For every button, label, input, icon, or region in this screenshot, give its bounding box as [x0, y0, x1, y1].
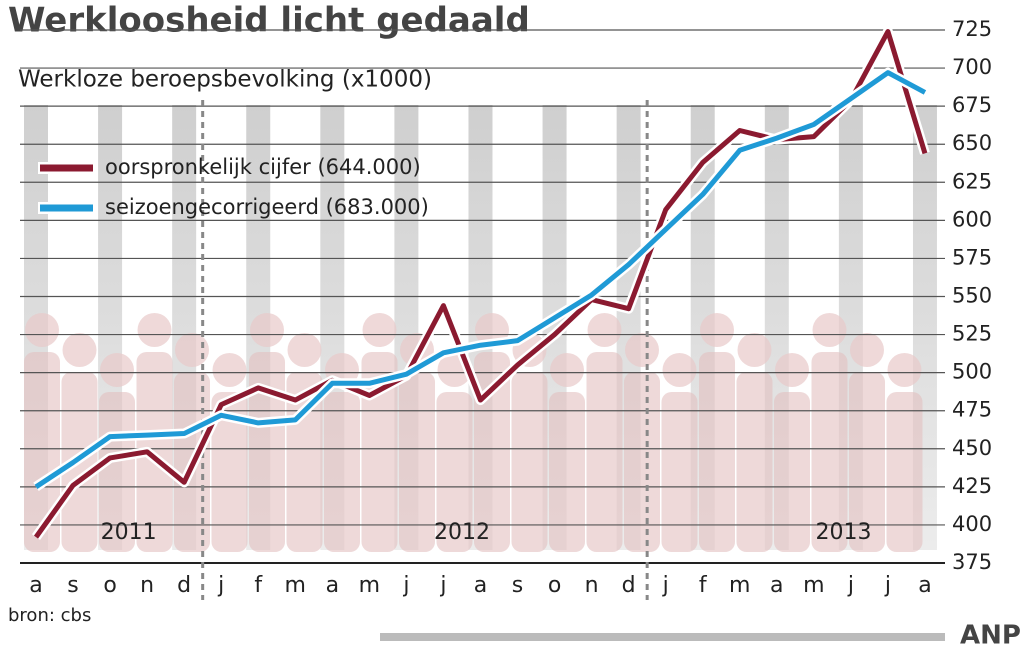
figure-head [362, 313, 397, 347]
y-tick-label: 375 [952, 550, 992, 574]
figure-head [62, 333, 97, 367]
figure-head [662, 353, 697, 387]
x-tick-label: m [803, 573, 824, 598]
figure-body [586, 352, 623, 552]
footer-bar [380, 633, 945, 641]
y-tick-label: 525 [952, 322, 992, 346]
figure-head [100, 353, 134, 387]
y-tick-label: 675 [952, 93, 992, 117]
chart-title: Werkloosheid licht gedaald [8, 1, 530, 41]
figure-head [212, 353, 247, 387]
y-tick-label: 625 [952, 169, 992, 193]
figure-head [887, 353, 922, 387]
year-label: 2012 [434, 520, 490, 545]
figure-head [812, 313, 847, 347]
x-tick-label: n [140, 573, 154, 598]
x-tick-label: d [177, 573, 191, 598]
figure-body [361, 352, 398, 552]
x-tick-label: j [847, 573, 854, 598]
figure-head [625, 333, 659, 367]
subtitle: Werkloze beroepsbevolking (x1000) [18, 67, 432, 93]
figure-body [24, 352, 60, 552]
figure-body [511, 372, 548, 552]
x-tick-label: j [439, 573, 446, 598]
figure-head [737, 333, 772, 367]
y-tick-label: 425 [952, 474, 992, 498]
y-tick-label: 725 [952, 17, 992, 41]
x-tick-label: j [662, 573, 669, 598]
x-tick-label: o [103, 573, 116, 598]
y-tick-label: 475 [952, 398, 992, 422]
figure-body [661, 392, 698, 552]
figure-body [736, 372, 773, 552]
x-tick-label: j [884, 573, 891, 598]
figure-head [25, 313, 59, 347]
x-tick-label: a [474, 573, 487, 598]
figure-body [436, 392, 473, 552]
figure-body [811, 352, 848, 552]
x-tick-label: j [217, 573, 224, 598]
source: bron: cbs [8, 605, 91, 626]
x-tick-label: f [699, 573, 708, 598]
series-line [34, 70, 927, 489]
figure-head [287, 333, 322, 367]
x-tick-label: o [548, 573, 561, 598]
y-tick-label: 500 [952, 360, 992, 384]
figure-body [249, 352, 285, 552]
figure-head [587, 313, 622, 347]
y-tick-label: 400 [952, 512, 992, 536]
x-tick-label: m [729, 573, 750, 598]
y-tick-label: 575 [952, 245, 992, 269]
y-tick-label: 550 [952, 284, 992, 308]
legend-label: seizoengecorrigeerd (683.000) [105, 195, 429, 219]
x-tick-label: a [326, 573, 339, 598]
figure-body [886, 392, 923, 552]
figure-body [699, 352, 735, 552]
figure-head [250, 313, 284, 347]
x-tick-label: d [622, 573, 636, 598]
figure-body [549, 392, 585, 552]
x-tick-label: f [254, 573, 263, 598]
credit: ANP [960, 621, 1021, 648]
figure-body [211, 392, 248, 552]
x-tick-label: m [359, 573, 380, 598]
figure-head [137, 313, 172, 347]
figure-body [774, 392, 810, 552]
x-tick-label: m [285, 573, 306, 598]
figure-body [849, 372, 885, 552]
figure-head [550, 353, 584, 387]
figure-head [175, 333, 209, 367]
figure-head [775, 353, 809, 387]
y-tick-label: 650 [952, 131, 992, 155]
figure-head [700, 313, 734, 347]
figure-body [624, 372, 660, 552]
x-tick-label: a [918, 573, 931, 598]
figure-body [324, 392, 360, 552]
figure-body [399, 372, 435, 552]
x-tick-label: a [770, 573, 783, 598]
year-label: 2011 [101, 520, 157, 545]
x-tick-label: a [29, 573, 42, 598]
y-tick-label: 700 [952, 55, 992, 79]
figure-head [850, 333, 884, 367]
x-tick-label: s [67, 573, 78, 598]
y-tick-label: 450 [952, 436, 992, 460]
legend-label: oorspronkelijk cijfer (644.000) [105, 155, 421, 179]
x-tick-label: n [585, 573, 599, 598]
x-tick-label: j [402, 573, 409, 598]
x-tick-label: s [512, 573, 523, 598]
year-label: 2013 [815, 520, 871, 545]
y-tick-label: 600 [952, 207, 992, 231]
